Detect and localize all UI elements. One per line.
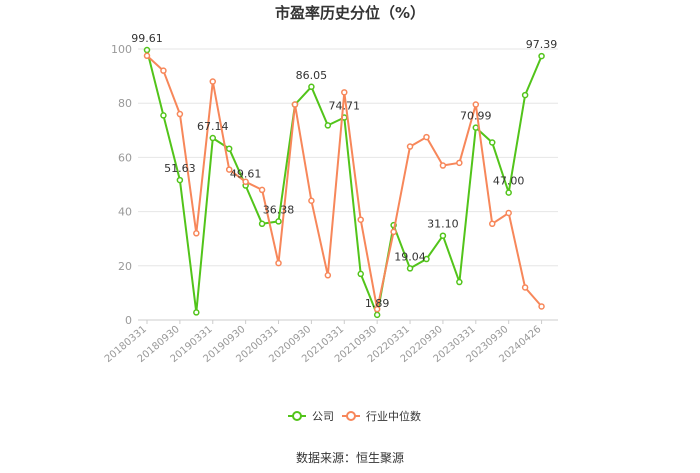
data-point [439,162,447,169]
data-label: 47.00 [493,175,525,188]
data-point [160,67,167,74]
data-point [258,220,266,228]
data-label: 67.14 [197,120,229,133]
data-point [390,228,397,236]
data-point [258,186,266,194]
data-point [143,52,151,60]
chart-title: 市盈率历史分位（%） [275,4,425,22]
data-point [209,134,217,142]
data-point [160,112,167,119]
data-label: 99.61 [131,32,163,45]
legend-label: 公司 [312,410,334,423]
data-point [357,270,364,278]
data-point [456,159,463,167]
legend: 公司 行业中位数 [288,409,421,423]
legend-item-company: 公司 [288,410,334,423]
legend-marker [292,411,302,421]
data-point [324,122,332,129]
data-point [406,143,414,150]
data-point [341,89,348,96]
data-point [505,189,512,196]
data-point [308,197,315,205]
data-point [472,124,480,131]
data-point [538,52,545,60]
data-point [209,78,217,85]
data-point [456,278,463,286]
y-tick-label-20: 20 [118,260,132,273]
data-label: 86.05 [296,69,328,82]
data-point [176,110,184,118]
data-label: 51.63 [164,162,196,175]
data-point [275,259,282,267]
data-point [406,265,414,272]
data-point [505,209,512,217]
y-tick-label-40: 40 [118,206,132,219]
data-point [324,272,332,279]
data-label: 31.10 [427,218,459,231]
series-layer [143,46,545,319]
legend-item-industry-median: 行业中位数 [342,409,421,423]
data-point [176,176,184,184]
data-point [488,220,496,228]
data-point [193,230,200,237]
data-point [423,133,430,141]
data-label: 19.04 [394,250,426,263]
data-label: 36.38 [263,203,295,216]
data-point [439,232,447,239]
data-point [225,166,233,173]
data-point [357,216,364,223]
data-point [275,218,282,225]
data-point [521,91,529,99]
data-point [193,309,200,316]
data-label: 74.71 [329,100,361,113]
data-point [423,255,430,263]
data-point [225,145,233,152]
y-tick-label-60: 60 [118,151,132,164]
data-point [291,101,299,108]
data-point [373,311,381,319]
y-tick-label-80: 80 [118,97,132,110]
data-point [521,284,529,291]
data-label: 70.99 [460,110,492,123]
data-point [308,83,315,91]
data-point [538,303,545,310]
data-point [472,101,480,108]
data-label: 49.61 [230,168,262,181]
data-point [143,46,151,54]
data-labels: 99.61 51.63 67.14 49.61 36.38 86.05 74.71 1.89 1… [131,32,557,310]
data-source: 数据来源：恒生聚源 [296,450,404,465]
legend-label: 行业中位数 [366,409,421,423]
data-label: 1.89 [365,297,390,310]
data-point [373,305,381,313]
data-point [488,139,496,146]
legend-marker [346,411,356,421]
data-label: 97.39 [526,38,558,51]
data-point [242,178,249,186]
y-tick-label-0: 0 [125,314,132,327]
y-tick-label-100: 100 [111,43,132,56]
